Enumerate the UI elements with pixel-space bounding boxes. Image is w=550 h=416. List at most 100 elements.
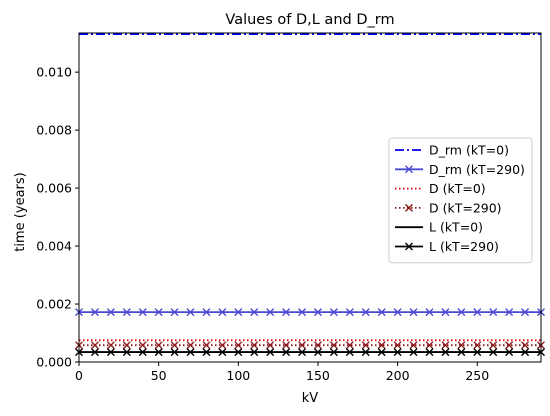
data-point-5-24: [457, 348, 466, 357]
data-point-1-17: [345, 308, 354, 317]
data-point-3-18: [361, 341, 370, 350]
data-point-1-13: [282, 308, 291, 317]
legend-item-5: L (kT=290): [395, 239, 499, 254]
y-tick-label: 0.004: [36, 239, 72, 254]
data-point-1-4: [138, 308, 147, 317]
data-point-1-16: [329, 308, 338, 317]
x-tick-label: 0: [75, 368, 83, 383]
data-point-3-23: [441, 341, 450, 350]
data-point-5-26: [489, 348, 498, 357]
x-tick-label: 200: [386, 368, 410, 383]
legend-label-2: D (kT=0): [429, 181, 486, 196]
series-5: [75, 348, 545, 357]
y-tick-label: 0.010: [36, 65, 72, 80]
data-point-5-13: [282, 348, 291, 357]
data-point-3-4: [138, 341, 147, 350]
x-tick-label: 250: [465, 368, 489, 383]
data-point-3-6: [170, 341, 179, 350]
data-point-1-22: [425, 308, 434, 317]
data-point-1-23: [441, 308, 450, 317]
data-point-1-19: [377, 308, 386, 317]
legend-item-4: L (kT=0): [395, 220, 483, 235]
ticks-layer: 0 50 100 150 200 250 0.000 0.002 0.004 0.006 0.008…: [36, 65, 489, 383]
data-point-3-7: [186, 341, 195, 350]
data-point-1-20: [393, 308, 402, 317]
data-point-1-12: [266, 308, 275, 317]
data-point-5-20: [393, 348, 402, 357]
legend-marker-3: [405, 203, 413, 212]
data-point-3-16: [329, 341, 338, 350]
data-point-5-9: [218, 348, 227, 357]
legend-item-2: D (kT=0): [395, 181, 486, 196]
legend-box: [388, 137, 533, 264]
data-point-3-21: [409, 341, 418, 350]
data-point-5-7: [186, 348, 195, 357]
data-point-3-26: [489, 341, 498, 350]
y-tick-label: 0.008: [36, 123, 72, 138]
data-point-5-5: [154, 348, 163, 357]
legend-item-3: D (kT=290): [395, 200, 502, 215]
data-point-3-11: [250, 341, 259, 350]
data-point-3-17: [345, 341, 354, 350]
series-3: [75, 341, 545, 350]
data-point-3-1: [90, 341, 99, 350]
data-point-3-9: [218, 341, 227, 350]
data-point-5-25: [473, 348, 482, 357]
data-point-5-1: [90, 348, 99, 357]
data-point-3-13: [282, 341, 291, 350]
data-point-1-8: [202, 308, 211, 317]
data-point-5-19: [377, 348, 386, 357]
data-point-1-25: [473, 308, 482, 317]
legend-item-0: D_rm (kT=0): [395, 143, 509, 158]
data-point-3-19: [377, 341, 386, 350]
legend-marker-1: [405, 165, 413, 174]
series-1: [75, 308, 545, 317]
series-layer: [75, 33, 545, 357]
data-point-5-2: [106, 348, 115, 357]
data-point-3-27: [505, 341, 514, 350]
data-point-5-22: [425, 348, 434, 357]
data-point-1-9: [218, 308, 227, 317]
data-point-3-24: [457, 341, 466, 350]
data-point-1-10: [234, 308, 243, 317]
data-point-5-28: [521, 348, 530, 357]
data-point-1-1: [90, 308, 99, 317]
data-point-3-10: [234, 341, 243, 350]
data-point-3-14: [298, 341, 307, 350]
data-point-5-3: [122, 348, 131, 357]
data-point-5-16: [329, 348, 338, 357]
data-point-1-24: [457, 308, 466, 317]
y-axis-label: time (years): [13, 172, 28, 251]
data-point-5-12: [266, 348, 275, 357]
y-tick-label: 0.006: [36, 181, 72, 196]
data-point-5-10: [234, 348, 243, 357]
data-point-1-2: [106, 308, 115, 317]
data-point-5-14: [298, 348, 307, 357]
x-axis-label: kV: [302, 391, 319, 406]
data-point-3-5: [154, 341, 163, 350]
legend-label-1: D_rm (kT=290): [429, 162, 525, 177]
x-tick-label: 100: [226, 368, 250, 383]
data-point-3-12: [266, 341, 275, 350]
data-point-3-22: [425, 341, 434, 350]
data-point-3-28: [521, 341, 530, 350]
data-point-3-8: [202, 341, 211, 350]
legend-item-1: D_rm (kT=290): [395, 162, 525, 177]
data-point-1-6: [170, 308, 179, 317]
data-point-5-11: [250, 348, 259, 357]
data-point-5-23: [441, 348, 450, 357]
chart-title: Values of D,L and D_rm: [225, 12, 394, 28]
legend-label-3: D (kT=290): [429, 200, 502, 215]
legend-marker-5: [405, 242, 413, 251]
data-point-3-2: [106, 341, 115, 350]
data-point-1-11: [250, 308, 259, 317]
data-point-5-8: [202, 348, 211, 357]
data-point-1-5: [154, 308, 163, 317]
data-point-5-15: [313, 348, 322, 357]
data-point-5-4: [138, 348, 147, 357]
legend-label-5: L (kT=290): [429, 239, 499, 254]
data-point-1-15: [313, 308, 322, 317]
legend-label-0: D_rm (kT=0): [429, 143, 509, 158]
